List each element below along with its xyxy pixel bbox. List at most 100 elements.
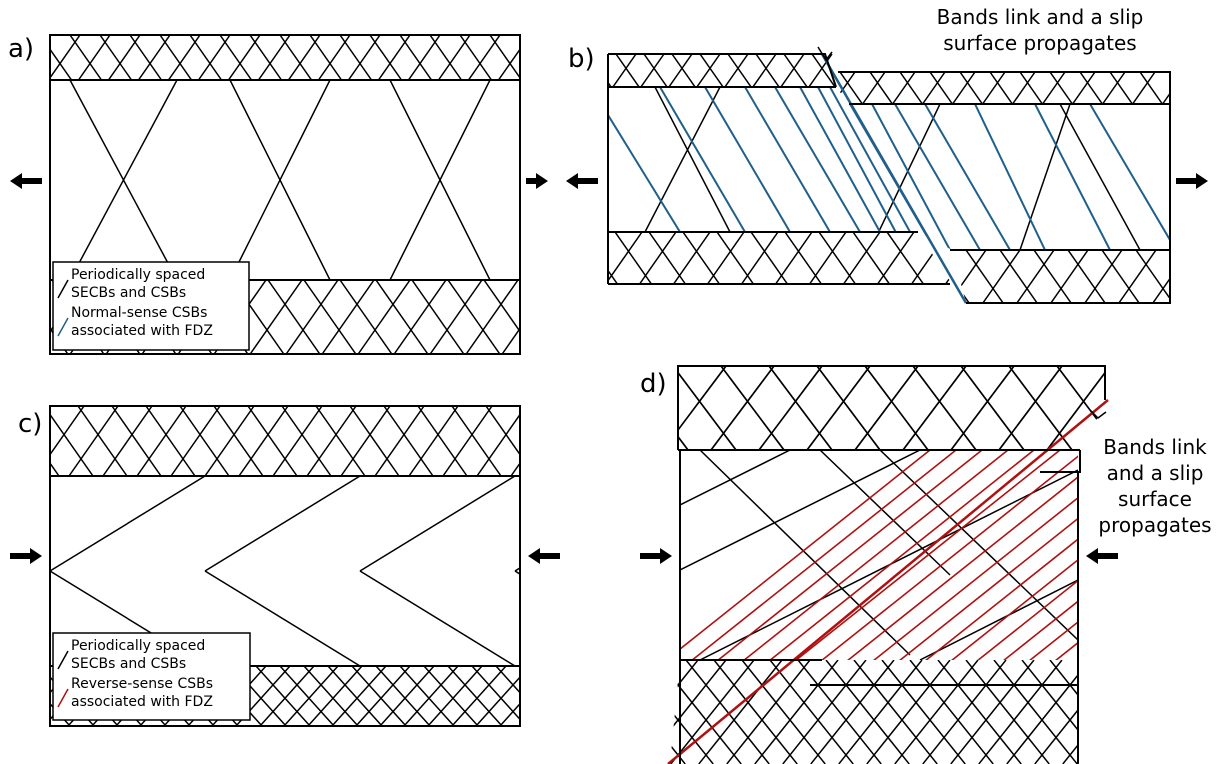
crosshatch-line <box>982 250 1021 303</box>
conjugate-band-line <box>359 476 516 572</box>
crosshatch-line <box>682 232 721 284</box>
reverse-sense-band-line <box>945 450 1078 660</box>
crosshatch-line <box>797 660 882 764</box>
reverse-sense-band-line <box>867 450 1078 660</box>
reverse-sense-band-line <box>763 450 1035 660</box>
crosshatch-line <box>937 660 1022 764</box>
crosshatch-line <box>340 406 391 476</box>
crosshatch-line <box>303 280 357 354</box>
crosshatch-line <box>981 72 1006 104</box>
crosshatch-line <box>678 366 727 450</box>
crosshatch-line <box>538 280 590 354</box>
crosshatch-line <box>640 54 665 87</box>
crosshatch-line <box>255 666 311 726</box>
crosshatch-line <box>548 666 602 726</box>
crosshatch-line <box>710 366 775 450</box>
crosshatch-line <box>1050 250 1089 303</box>
crosshatch-line <box>374 406 425 476</box>
panel-d-outline <box>677 365 1107 764</box>
panel-b-caption-line-1: Bands link and a slip <box>937 5 1144 29</box>
crosshatch-line <box>429 280 483 354</box>
crosshatch-line <box>670 660 742 764</box>
conjugate-band-line <box>359 570 516 666</box>
reverse-sense-band-line <box>789 450 1061 660</box>
crosshatch-line <box>783 54 808 87</box>
crosshatch-line <box>213 406 264 476</box>
crosshatch-line <box>519 280 520 282</box>
crosshatch-line <box>909 660 994 764</box>
panel-a-top-crosshatch <box>50 35 520 80</box>
crosshatch-line <box>1147 660 1220 764</box>
conjugate-band-line <box>204 476 361 572</box>
crosshatch-line <box>869 72 894 104</box>
legend-line-3: Normal-sense CSBs <box>71 305 207 321</box>
crosshatch-line <box>490 660 573 764</box>
conjugate-band-line <box>670 476 825 571</box>
panel-a-arrow-left <box>10 173 42 189</box>
legend-line-3: Reverse-sense CSBs <box>71 676 213 692</box>
crosshatch-line <box>1161 72 1170 104</box>
crosshatch-line <box>808 232 847 284</box>
crosshatch-line <box>1135 250 1170 303</box>
crosshatch-line <box>864 366 929 450</box>
crosshatch-line <box>1046 366 1105 450</box>
crosshatch-line <box>423 666 479 726</box>
crosshatch-line <box>357 280 411 354</box>
crosshatch-line <box>959 72 984 104</box>
crosshatch-line <box>447 666 503 726</box>
crosshatch-line <box>355 666 411 726</box>
crosshatch-line <box>427 666 483 726</box>
panel-d-arrow-right <box>1086 548 1118 564</box>
crosshatch-line <box>347 35 381 80</box>
crosshatch-line <box>989 72 1014 104</box>
conjugate-band-line <box>514 570 520 575</box>
crosshatch-line <box>529 366 592 450</box>
crosshatch-line <box>451 666 507 726</box>
conjugate-band-line <box>50 476 206 572</box>
crosshatch-line <box>782 660 867 764</box>
crosshatch-line <box>854 366 919 450</box>
crosshatch-line <box>136 406 187 476</box>
crosshatch-line <box>699 54 724 87</box>
crosshatch-line <box>608 232 609 284</box>
panel-d-caption-line-1: Bands link <box>1103 435 1207 459</box>
crosshatch-line <box>596 666 650 726</box>
crosshatch-line <box>1079 72 1104 104</box>
panel-d: d) Bands link and a slip surface propaga… <box>490 365 1220 764</box>
crosshatch-line <box>307 666 363 726</box>
crosshatch-line <box>321 280 375 354</box>
crosshatch-line <box>417 406 468 476</box>
crosshatch-line <box>868 54 891 87</box>
panel-d-caption-line-2: and a slip <box>1107 461 1204 485</box>
crosshatch-line <box>546 660 629 764</box>
crosshatch-line <box>670 660 714 764</box>
reverse-sense-band-line <box>1023 450 1078 660</box>
panel-a-label: a) <box>8 34 34 64</box>
crosshatch-line <box>881 660 966 764</box>
crosshatch-line <box>1106 660 1189 764</box>
legend-line-2: SECBs and CSBs <box>71 285 186 301</box>
crosshatch-line <box>839 72 864 104</box>
crosshatch-line <box>0 666 46 726</box>
crosshatch-line <box>259 666 315 726</box>
crosshatch-line <box>567 366 630 450</box>
crosshatch-line <box>838 660 923 764</box>
legend-line-2: SECBs and CSBs <box>71 656 186 672</box>
crosshatch-line <box>808 54 833 87</box>
crosshatch-line <box>754 660 839 764</box>
crosshatch-line <box>1033 250 1072 303</box>
legend-line-1: Periodically spaced <box>71 638 205 654</box>
crosshatch-line <box>989 232 1025 284</box>
crosshatch-line <box>442 406 493 476</box>
crosshatch-line <box>519 35 520 37</box>
crosshatch-line <box>471 666 520 721</box>
crosshatch-line <box>574 280 626 354</box>
reverse-sense-band-line <box>971 450 1078 660</box>
crosshatch-line <box>713 660 798 764</box>
crosshatch-line <box>716 232 755 284</box>
crosshatch-line <box>483 280 520 333</box>
crosshatch-line <box>475 675 520 726</box>
crosshatch-line <box>485 406 520 456</box>
crosshatch-line <box>0 666 22 726</box>
